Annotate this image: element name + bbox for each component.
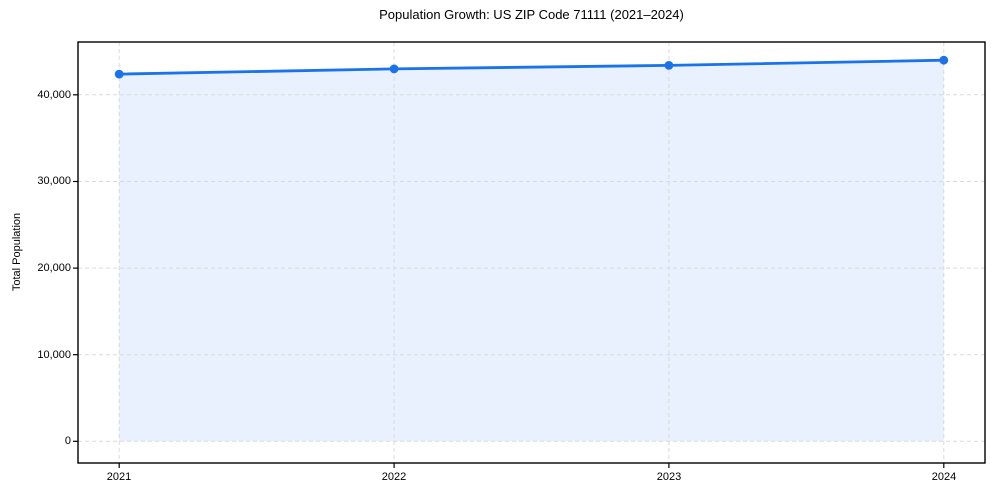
data-point-marker bbox=[389, 64, 399, 74]
data-point-marker bbox=[114, 69, 124, 79]
y-tick-label: 0 bbox=[64, 435, 71, 447]
data-point-marker bbox=[664, 61, 674, 70]
plot-border bbox=[77, 41, 986, 464]
x-tick-label: 2021 bbox=[106, 471, 132, 483]
data-line bbox=[117, 58, 946, 76]
data-point-marker bbox=[939, 55, 949, 65]
y-tick-label: 10,000 bbox=[37, 349, 71, 361]
y-tick-label: 20,000 bbox=[37, 262, 71, 274]
x-tick-label: 2024 bbox=[931, 471, 957, 483]
x-tick-label: 2022 bbox=[381, 471, 407, 483]
chart-title: Population Growth: US ZIP Code 71111 (20… bbox=[379, 7, 684, 22]
y-tick-label: 30,000 bbox=[37, 175, 71, 187]
x-tick-label: 2023 bbox=[656, 471, 682, 483]
area-fill bbox=[119, 60, 944, 442]
y-tick-label: 40,000 bbox=[37, 89, 71, 101]
